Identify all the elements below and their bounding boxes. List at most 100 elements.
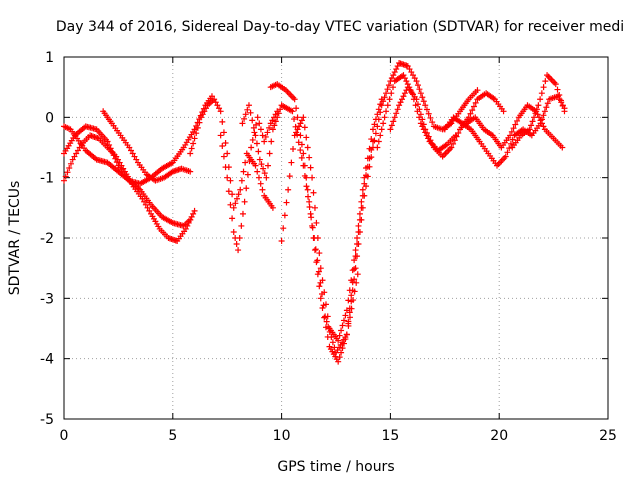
data-point <box>297 132 304 139</box>
data-point <box>229 191 236 198</box>
data-point <box>258 161 265 168</box>
data-point <box>230 228 237 235</box>
data-point <box>217 132 224 139</box>
data-point <box>450 140 457 147</box>
data-point <box>374 144 381 151</box>
data-point <box>224 150 231 157</box>
data-point <box>417 120 424 127</box>
data-point <box>419 94 426 101</box>
data-point <box>554 93 561 100</box>
data-point <box>317 265 324 272</box>
series-sat-f <box>217 108 281 254</box>
data-point <box>378 102 385 109</box>
data-point <box>309 222 316 229</box>
data-point <box>425 110 432 117</box>
data-point <box>380 120 387 127</box>
data-point <box>73 150 80 157</box>
data-point <box>348 277 355 284</box>
data-point <box>529 118 536 125</box>
data-point <box>374 123 381 130</box>
y-tick-label: 0 <box>45 110 54 126</box>
y-tick-label: -4 <box>40 352 54 368</box>
data-point <box>314 235 321 241</box>
data-point <box>408 69 415 76</box>
data-point <box>429 140 436 147</box>
data-point <box>260 165 267 172</box>
data-point <box>532 110 539 117</box>
data-point <box>349 287 356 294</box>
data-point <box>313 259 320 266</box>
data-point <box>538 120 545 127</box>
data-point <box>537 96 544 103</box>
data-point <box>416 106 423 113</box>
data-point <box>266 150 273 157</box>
data-point <box>290 146 297 153</box>
data-point <box>233 195 240 202</box>
data-point <box>399 96 406 103</box>
data-point <box>257 180 264 187</box>
data-point <box>419 116 426 123</box>
data-point <box>259 132 266 139</box>
data-point <box>248 144 255 151</box>
data-point <box>271 122 278 129</box>
data-point <box>393 110 400 117</box>
data-point <box>348 298 355 305</box>
data-point <box>311 204 318 211</box>
data-point <box>297 120 304 127</box>
data-point <box>232 200 239 207</box>
data-point <box>252 162 259 169</box>
series-sat-n <box>463 102 566 151</box>
data-point <box>429 119 436 126</box>
data-point <box>372 130 379 137</box>
data-point <box>104 138 111 145</box>
data-point <box>377 101 384 108</box>
data-point <box>296 123 303 130</box>
data-point <box>531 114 538 121</box>
data-point <box>253 121 260 128</box>
data-point <box>361 192 368 199</box>
data-point <box>383 90 390 97</box>
data-point <box>388 90 395 97</box>
data-point <box>339 345 346 352</box>
data-point <box>540 84 547 91</box>
series-sat-a <box>61 132 198 245</box>
data-point <box>187 168 194 175</box>
y-tick-label: -2 <box>40 231 54 247</box>
data-point <box>274 114 281 121</box>
data-point <box>144 204 151 211</box>
data-point <box>509 136 516 143</box>
data-point <box>311 247 318 254</box>
data-point <box>561 108 568 115</box>
x-tick-label: 0 <box>60 428 69 444</box>
data-point <box>187 150 194 157</box>
data-point <box>385 82 392 89</box>
data-point <box>559 102 566 109</box>
data-point <box>416 86 423 93</box>
data-point <box>451 137 458 144</box>
data-point <box>393 66 400 73</box>
data-point <box>272 118 279 125</box>
data-point <box>317 295 324 302</box>
data-point <box>335 337 342 344</box>
data-point <box>191 135 198 142</box>
data-point <box>216 105 223 112</box>
data-point <box>413 78 420 85</box>
data-point <box>552 81 559 88</box>
data-point <box>193 130 200 137</box>
data-point <box>283 199 290 206</box>
data-point <box>508 128 515 135</box>
data-point <box>375 106 382 113</box>
data-point <box>397 99 404 106</box>
data-point <box>314 271 321 278</box>
data-point <box>356 210 363 217</box>
data-point <box>404 63 411 70</box>
data-point <box>340 317 347 324</box>
data-point <box>400 72 407 79</box>
data-point <box>305 193 312 200</box>
data-point <box>312 246 319 253</box>
data-point <box>61 177 67 184</box>
data-point <box>230 204 237 211</box>
data-point <box>71 153 78 160</box>
data-point <box>106 141 113 148</box>
data-point <box>201 108 208 115</box>
